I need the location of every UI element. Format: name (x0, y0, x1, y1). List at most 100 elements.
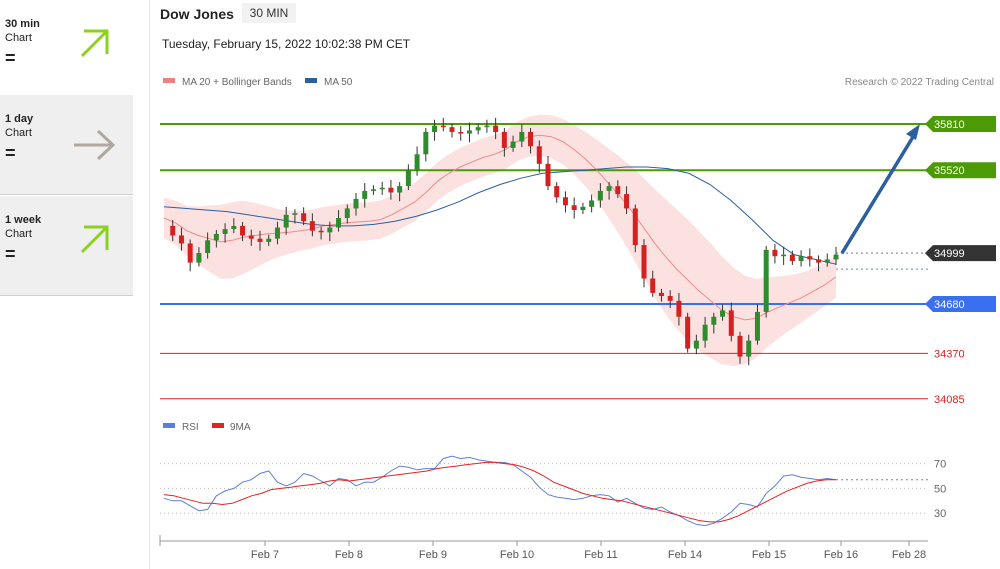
candle-body (807, 256, 813, 260)
timeframe-30min[interactable]: 30 min Chart = (0, 0, 133, 100)
candle-body (327, 227, 333, 233)
x-tick-label: Feb 9 (419, 549, 447, 561)
candle-body (336, 217, 342, 228)
candle-body (257, 238, 263, 242)
x-tick-label: Feb 10 (500, 549, 534, 561)
candle-body (658, 292, 664, 297)
candle-body (589, 200, 595, 207)
forecast-arrowhead (906, 124, 920, 140)
rsi-tick-70: 70 (934, 459, 946, 471)
candle-body (301, 213, 307, 222)
candle-body (685, 316, 691, 349)
candle-body (711, 316, 717, 325)
candle-body (562, 197, 568, 206)
candle-body (615, 186, 621, 195)
candle-body (571, 205, 577, 211)
candle-body (362, 190, 368, 199)
level-tag-34680 (925, 296, 996, 312)
candle-body (213, 233, 219, 241)
timeframe-kind: Chart (5, 228, 32, 240)
candle-body (475, 127, 481, 131)
x-tick-label: Feb 11 (584, 549, 617, 561)
candle-body (231, 225, 237, 230)
level-tag-35520 (925, 162, 996, 179)
candle-body (528, 131, 534, 147)
timeframe-1day[interactable]: 1 day Chart = (0, 95, 133, 195)
timeframe-1week[interactable]: 1 week Chart = (0, 196, 133, 296)
candle-body (266, 238, 272, 242)
level-label-34085: 34085 (934, 394, 965, 406)
level-tag-35810 (925, 116, 996, 132)
candle-body (466, 130, 472, 134)
candle-body (432, 125, 438, 132)
level-labels: 35810 35520 34680 34370 34085 34999 (925, 116, 996, 406)
candle-body (388, 187, 394, 193)
level-label-35810: 35810 (934, 119, 965, 131)
candle-body (274, 227, 280, 239)
candle-body (519, 131, 525, 142)
candle-body (222, 229, 228, 234)
forecast-arrow (840, 124, 920, 255)
timeframe-signal: = (5, 244, 16, 264)
x-tick-label: Feb 16 (824, 549, 858, 561)
candle-body (754, 311, 760, 341)
legend-swatch-ma20 (163, 78, 175, 83)
rsi-ma9-line (163, 461, 836, 523)
candle-body (318, 230, 324, 233)
candle-body (728, 310, 734, 336)
rsi-line (163, 455, 837, 527)
level-label-34680: 34680 (934, 299, 965, 311)
candle-body (798, 256, 804, 261)
candle-body (833, 254, 839, 260)
legend-ma50: MA 50 (324, 77, 353, 88)
candle-body (510, 141, 516, 148)
candle-body (536, 146, 542, 164)
candle-body (641, 245, 647, 279)
candle-body (816, 259, 822, 263)
candle-body (178, 235, 184, 244)
last-price-tag (925, 245, 996, 262)
rsi-panel: 30 50 70 (160, 455, 946, 527)
candle-body (693, 340, 699, 349)
candle-body (187, 243, 193, 263)
candle-body (170, 225, 176, 236)
interval-label: 30 MIN (250, 6, 289, 20)
chart-datetime: Tuesday, February 15, 2022 10:02:38 PM C… (162, 37, 411, 51)
x-axis-ticks: Feb 7 Feb 8 Feb 9 Feb 10 Feb 11 Feb 14 Feb 15 F… (159, 535, 926, 561)
legend-9ma: 9MA (230, 422, 251, 433)
candle-body (397, 186, 403, 193)
instrument-title: Dow Jones (160, 6, 234, 22)
candle-body (763, 249, 769, 312)
interval-badge[interactable] (242, 3, 296, 23)
x-tick-label: Feb 7 (251, 549, 279, 561)
legend-rsi: RSI (182, 422, 199, 433)
legend-ma20: MA 20 + Bollinger Bands (182, 77, 292, 88)
candle-body (667, 296, 673, 301)
price-levels (160, 123, 928, 400)
candle-body (379, 187, 385, 190)
candle-body (580, 206, 586, 211)
x-tick-label: Feb 14 (668, 549, 702, 561)
candle-body (484, 125, 490, 128)
candle-body (781, 254, 787, 257)
candle-body (746, 340, 752, 357)
candle-body (240, 225, 246, 236)
candle-body (554, 186, 560, 198)
candle-body (414, 154, 420, 171)
timeframe-signal: = (5, 48, 16, 68)
candle-body (772, 249, 778, 257)
candle-body (205, 240, 211, 254)
chart-credit: Research © 2022 Trading Central (845, 77, 994, 88)
level-label-34370: 34370 (934, 348, 965, 360)
timeframe-kind: Chart (5, 32, 32, 44)
forecast-arrow-line (840, 131, 918, 255)
rsi-tick-50: 50 (934, 483, 946, 495)
level-label-35520: 35520 (934, 165, 965, 177)
candle-body (624, 194, 630, 209)
candle-body (344, 208, 350, 218)
candle-body (702, 324, 708, 341)
timeframe-sidebar: 30 min Chart = 1 day Chart = 1 week Char… (0, 0, 133, 569)
legend-swatch-9ma (212, 423, 224, 428)
chart-panel: Dow Jones 30 MIN Tuesday, February 15, 2… (150, 0, 1000, 569)
candle-body (597, 190, 603, 201)
